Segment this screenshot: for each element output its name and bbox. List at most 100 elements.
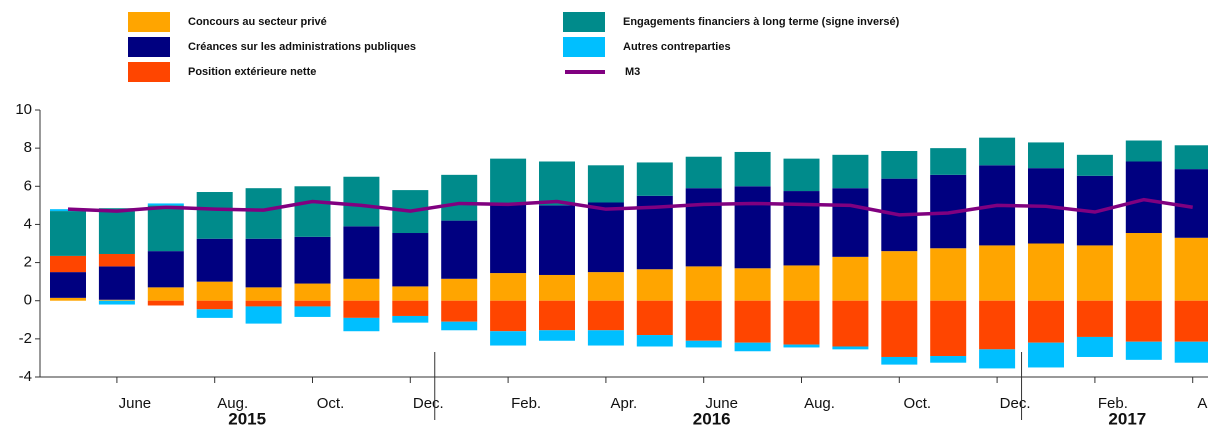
bar-segment [685, 266, 722, 301]
y-tick-label: -2 [19, 330, 32, 347]
bar-segment [1174, 145, 1208, 170]
line [67, 197, 1193, 217]
x-tick-label: Apr. [611, 395, 638, 412]
bar-segment [1125, 140, 1162, 162]
year-label: 2016 [693, 409, 731, 428]
bar-segment [392, 233, 429, 287]
bar-segment [587, 272, 624, 301]
bar-segment [50, 211, 86, 256]
bar-segment [734, 151, 771, 187]
bar-segment [294, 306, 331, 317]
bar-segment [832, 154, 869, 189]
bar-segment [1125, 341, 1162, 360]
bar-segment [587, 330, 624, 346]
bar-segment [147, 300, 184, 306]
legend-swatch [128, 12, 170, 32]
bar-segment [50, 272, 86, 298]
bar-segment [930, 300, 967, 357]
bar-segment [441, 321, 478, 331]
legend-label: Position extérieure nette [188, 66, 316, 78]
bar-segment [343, 300, 380, 318]
bar-segment [50, 255, 86, 273]
bar-segment [685, 340, 722, 348]
bar-segment [196, 238, 233, 282]
bar-segment [441, 174, 478, 221]
bar-segment [539, 330, 575, 341]
bar-segment [881, 356, 918, 365]
bar-segment [1174, 237, 1208, 301]
y-tick-label: 6 [24, 177, 32, 194]
bar-segment [930, 148, 967, 175]
bar-segment [441, 220, 478, 279]
bar-segment [98, 299, 135, 301]
bar-segment [1076, 336, 1113, 357]
bar-segment [147, 287, 184, 301]
legend-label: Autres contreparties [623, 41, 731, 53]
bar-segment [1174, 169, 1208, 238]
bar-segment [539, 274, 575, 301]
bar-segment [392, 300, 429, 316]
legend-label: M3 [625, 66, 640, 78]
year-label: 2017 [1108, 409, 1146, 428]
bar-segment [636, 335, 673, 347]
bar-segment [490, 331, 527, 346]
bar-segment [783, 158, 820, 192]
legend-label: Concours au secteur privé [188, 16, 327, 28]
bar-segment [343, 226, 380, 279]
bar-segment [245, 306, 282, 324]
bar-segment [490, 158, 527, 205]
bar-segment [294, 300, 331, 307]
bar-segment [1028, 342, 1064, 368]
legend-label: Engagements financiers à long terme (sig… [623, 16, 900, 28]
bar-segment [1076, 245, 1113, 301]
y-tick-label: 2 [24, 254, 32, 271]
bar-segment [636, 269, 673, 301]
bar-segment [783, 300, 820, 345]
bar-segment [98, 253, 135, 267]
bar-segment [1125, 233, 1162, 301]
bar-segment [1028, 142, 1064, 169]
bar-segment [490, 273, 527, 301]
x-tick-label: June [119, 395, 152, 412]
x-tick-label: Feb. [1098, 395, 1128, 412]
bar-segment [1076, 300, 1113, 337]
bar-segment [196, 281, 233, 301]
y-tick-label: 10 [15, 101, 32, 118]
y-tick-label: 8 [24, 139, 32, 156]
bar-segment [392, 286, 429, 301]
x-tick-label: Dec. [413, 395, 444, 412]
legend-swatch [563, 37, 605, 57]
bar-segment [783, 191, 820, 266]
bar-segment [98, 208, 135, 254]
bar-segment [881, 251, 918, 301]
bar-segment [930, 248, 967, 301]
x-tick-label: June [705, 395, 738, 412]
bar-segment [832, 346, 869, 350]
bar-segment [1076, 154, 1113, 176]
x-tick-label: Dec. [1000, 395, 1031, 412]
x-tick-label: Oct. [904, 395, 932, 412]
bar-segment [734, 300, 771, 343]
legend-label: Créances sur les administrations publiqu… [188, 41, 416, 53]
bar-segment [1028, 300, 1064, 343]
legend-swatch [128, 37, 170, 57]
bar-segment [1125, 161, 1162, 234]
bar-segment [881, 300, 918, 357]
bar-segment [832, 256, 869, 301]
bar-segment [539, 161, 575, 206]
bar-segment [587, 202, 624, 273]
bar-segment [196, 192, 233, 239]
bar-segment [343, 176, 380, 227]
bar-segment [196, 309, 233, 318]
bar-segment [490, 204, 527, 274]
bar-segment [685, 300, 722, 341]
year-label: 2015 [228, 409, 266, 428]
x-tick-label: Aug. [804, 395, 835, 412]
bar-segment [636, 300, 673, 336]
bar-segment [294, 283, 331, 301]
bar-segment [881, 151, 918, 179]
bar-segment [685, 188, 722, 267]
bar-segment [1028, 243, 1064, 301]
bar-segment [245, 287, 282, 301]
